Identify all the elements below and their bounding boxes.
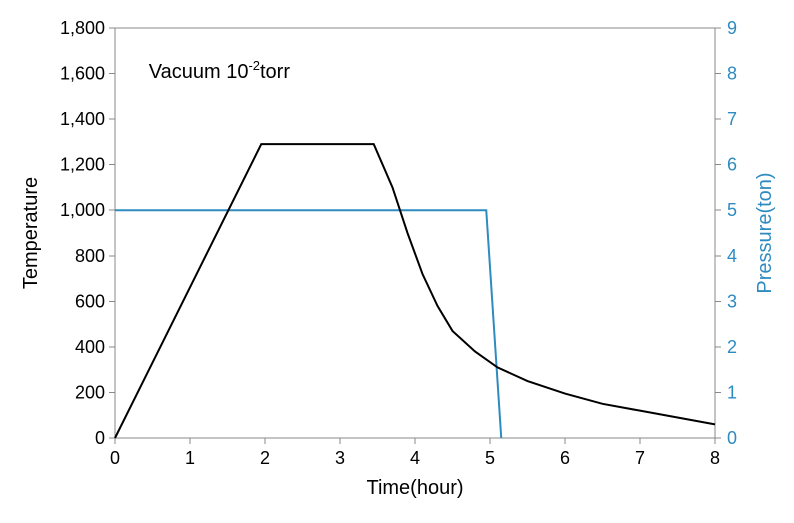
svg-text:0: 0 bbox=[110, 448, 120, 468]
x-axis-title: Time(hour) bbox=[366, 477, 463, 499]
svg-text:9: 9 bbox=[727, 18, 737, 38]
svg-text:1,600: 1,600 bbox=[60, 64, 105, 84]
dual-axis-line-chart: 0 200 400 600 800 1,000 1,200 1,400 1,600 1,800 0 1… bbox=[0, 0, 794, 523]
svg-text:1,000: 1,000 bbox=[60, 200, 105, 220]
svg-text:800: 800 bbox=[75, 246, 105, 266]
svg-text:400: 400 bbox=[75, 337, 105, 357]
svg-text:7: 7 bbox=[727, 109, 737, 129]
svg-text:6: 6 bbox=[727, 155, 737, 175]
svg-text:1,400: 1,400 bbox=[60, 109, 105, 129]
svg-text:2: 2 bbox=[727, 337, 737, 357]
svg-text:8: 8 bbox=[727, 64, 737, 84]
svg-text:5: 5 bbox=[727, 200, 737, 220]
y-left-axis-title: Temperature bbox=[20, 177, 42, 289]
svg-text:1: 1 bbox=[727, 382, 737, 402]
svg-text:4: 4 bbox=[727, 246, 737, 266]
svg-text:600: 600 bbox=[75, 291, 105, 311]
svg-text:5: 5 bbox=[485, 448, 495, 468]
svg-text:3: 3 bbox=[727, 291, 737, 311]
y-right-axis-title: Pressure(ton) bbox=[754, 172, 776, 293]
svg-text:6: 6 bbox=[560, 448, 570, 468]
vacuum-annotation: Vacuum 10-2torr bbox=[149, 58, 291, 83]
temperature-series bbox=[115, 144, 715, 438]
svg-text:200: 200 bbox=[75, 382, 105, 402]
svg-text:1,200: 1,200 bbox=[60, 155, 105, 175]
svg-text:1,800: 1,800 bbox=[60, 18, 105, 38]
svg-text:2: 2 bbox=[260, 448, 270, 468]
svg-text:3: 3 bbox=[335, 448, 345, 468]
svg-text:8: 8 bbox=[710, 448, 720, 468]
svg-text:1: 1 bbox=[185, 448, 195, 468]
svg-text:0: 0 bbox=[727, 428, 737, 448]
svg-text:0: 0 bbox=[95, 428, 105, 448]
chart-container: 0 200 400 600 800 1,000 1,200 1,400 1,600 1,800 0 1… bbox=[0, 0, 794, 523]
pressure-series bbox=[115, 210, 501, 438]
svg-text:7: 7 bbox=[635, 448, 645, 468]
svg-text:4: 4 bbox=[410, 448, 420, 468]
